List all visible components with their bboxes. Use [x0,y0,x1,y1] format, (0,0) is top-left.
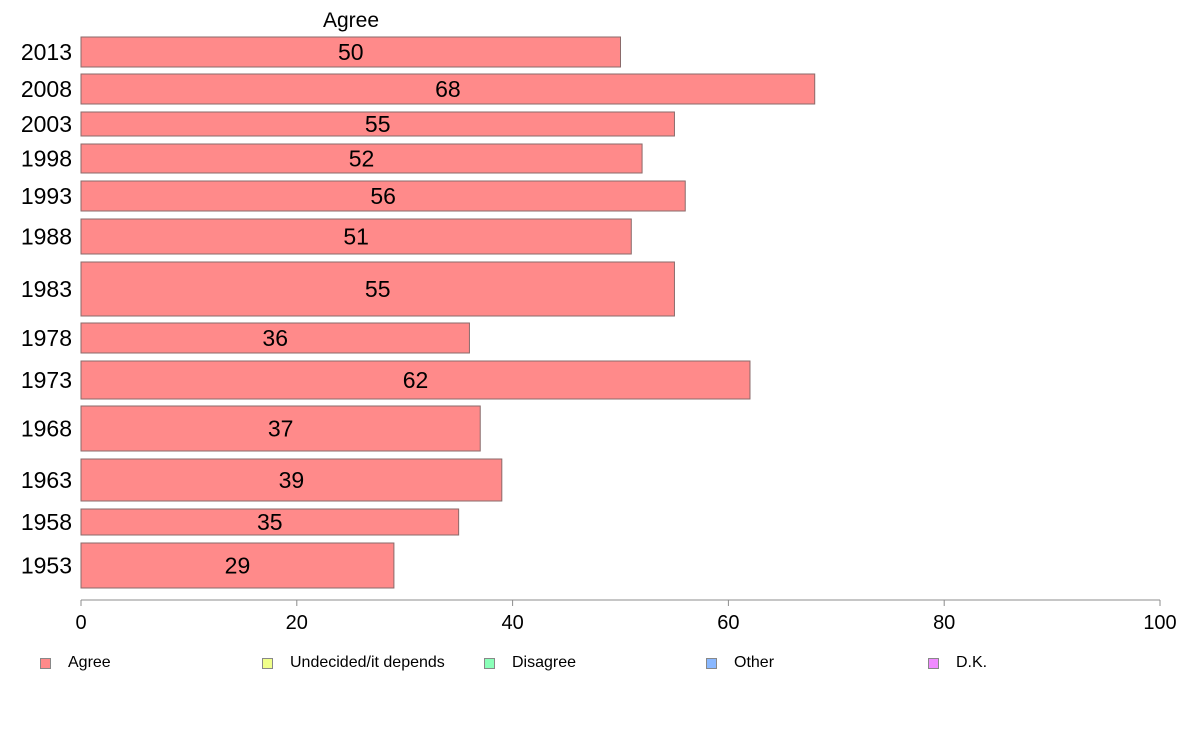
bar-1973 [80,360,751,400]
category-label-1963: 1963 [21,467,72,493]
legend-item-disagree: Disagree [484,652,576,674]
legend-label-disagree: Disagree [512,654,577,671]
x-tick-label-100: 100 [1143,612,1176,634]
bar-value-label-1988: 51 [343,224,369,250]
bar-value-label-1978: 36 [262,325,288,351]
x-tick-label-0: 0 [75,612,86,634]
bar-value-label-1963: 39 [279,467,305,493]
bar-value-label-1983: 55 [365,276,391,302]
category-label-1988: 1988 [21,224,72,250]
column-header: Agree [323,9,379,32]
category-label-2013: 2013 [21,39,72,65]
x-tick-label-20: 20 [286,612,308,634]
legend-swatch-other [706,657,717,669]
legend-swatch-undecided [262,657,273,669]
category-label-1958: 1958 [21,509,72,535]
bar-chart: Agree 50 2013 68 2008 55 2003 52 1998 56 1993 51 19… [21,9,1177,634]
bar-2008 [80,73,816,105]
bar-value-label-2013: 50 [338,39,364,65]
legend-label-undecided: Undecided/it depends [290,654,445,671]
bar-1988 [80,218,632,255]
bar-2003 [80,111,675,137]
bar-value-label-1973: 62 [403,367,429,393]
category-label-1953: 1953 [21,553,72,579]
bar-value-label-1968: 37 [268,416,294,442]
category-label-2003: 2003 [21,111,72,137]
bar-1978 [80,322,470,354]
bars-layer: 50 2013 68 2008 55 2003 52 1998 56 1993 51 1988 55 19… [21,36,816,589]
legend-swatch-agree [40,657,51,669]
bar-1993 [80,180,686,212]
legend-label-dk: D.K. [956,654,988,671]
x-axis: 0 20 40 60 80 100 [75,599,1177,634]
legend-label-other: Other [734,654,775,671]
category-label-1998: 1998 [21,146,72,172]
category-label-1993: 1993 [21,183,72,209]
category-label-1973: 1973 [21,367,72,393]
legend-swatch-dk [928,657,939,669]
bar-1998 [80,143,643,174]
legend-item-undecided: Undecided/it depends [262,652,445,674]
category-label-1983: 1983 [21,276,72,302]
bar-value-label-1993: 56 [370,183,396,209]
legend: Agree Undecided/it depends Disagree Othe… [0,652,1188,674]
legend-label-agree: Agree [68,654,111,671]
category-label-2008: 2008 [21,76,72,102]
bar-1958 [80,508,460,536]
legend-item-other: Other [706,652,774,674]
x-tick-label-60: 60 [717,612,739,634]
bar-1968 [80,405,481,452]
bar-1953 [80,542,395,589]
bar-1983 [80,261,675,317]
bar-1963 [80,458,503,502]
legend-swatch-disagree [484,657,495,669]
x-tick-label-40: 40 [501,612,523,634]
x-tick-label-80: 80 [933,612,955,634]
bar-value-label-2008: 68 [435,76,461,102]
category-label-1968: 1968 [21,416,72,442]
legend-item-dk: D.K. [928,652,987,674]
bar-value-label-1958: 35 [257,509,283,535]
bar-value-label-1998: 52 [349,146,375,172]
legend-item-agree: Agree [40,652,111,674]
bar-value-label-2003: 55 [365,111,391,137]
category-label-1978: 1978 [21,325,72,351]
bar-2013 [80,36,621,68]
bar-value-label-1953: 29 [225,553,251,579]
